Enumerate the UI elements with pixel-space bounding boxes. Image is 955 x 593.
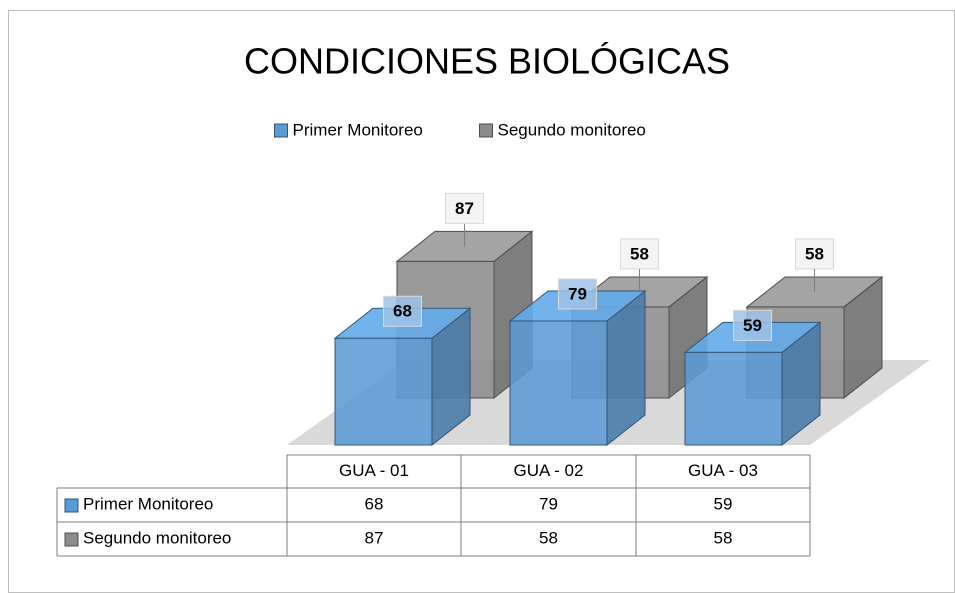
table-swatch	[64, 532, 79, 547]
legend-label: Primer Monitoreo	[293, 120, 423, 139]
bar	[334, 337, 433, 446]
data-label: 68	[393, 302, 412, 321]
legend-label: Segundo monitoreo	[498, 120, 646, 139]
table-row-label: Segundo monitoreo	[83, 528, 231, 547]
table-header: GUA - 01	[339, 461, 409, 480]
table-header: GUA - 03	[688, 461, 758, 480]
table-swatch	[64, 498, 79, 513]
data-label-box	[445, 192, 484, 224]
data-label: 87	[455, 199, 474, 218]
table-cell: 79	[539, 494, 558, 513]
table-cell: 58	[714, 528, 733, 547]
data-label-box	[795, 238, 834, 270]
table-cell: 59	[714, 494, 733, 513]
bar	[684, 351, 783, 446]
table-row-label: Primer Monitoreo	[83, 494, 213, 513]
bar	[509, 320, 608, 446]
data-label: 58	[630, 244, 649, 263]
table-header: GUA - 02	[514, 461, 584, 480]
data-label: 59	[743, 316, 762, 335]
table-cell: 87	[365, 528, 384, 547]
legend-swatch	[274, 123, 288, 138]
data-label-box	[733, 309, 772, 341]
data-label: 58	[805, 244, 824, 263]
data-label-box	[620, 238, 659, 270]
chart-title: CONDICIONES BIOLÓGICAS	[244, 41, 730, 82]
data-label: 79	[568, 284, 587, 303]
data-label-box	[383, 295, 422, 327]
data-label-box	[558, 278, 597, 310]
legend-swatch	[479, 123, 493, 138]
table-cell: 58	[539, 528, 558, 547]
table-cell: 68	[365, 494, 384, 513]
